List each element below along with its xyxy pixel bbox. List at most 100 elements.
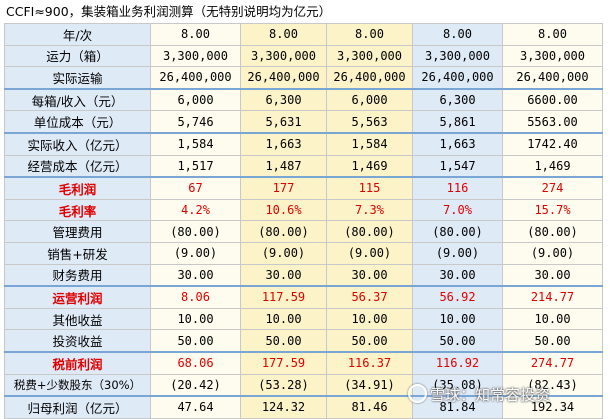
table-cell: 274.77: [502, 350, 603, 375]
table-cell: 30.00: [326, 263, 413, 287]
table-cell: 8.00: [326, 23, 413, 46]
table-cell: 1,663: [412, 131, 503, 156]
table-cell: (9.00): [412, 241, 503, 265]
table-cell: 7.0%: [412, 198, 503, 222]
row-label: 年/次: [4, 23, 151, 46]
table-cell: 3,300,000: [326, 44, 413, 68]
table-row: 投资收益 50.00 50.00 50.00 50.00 50.00: [4, 329, 603, 353]
table-cell: 1,517: [150, 154, 241, 178]
table-cell: 117.59: [240, 285, 327, 309]
table-row: 单位成本（元） 5,746 5,631 5,563 5,861 5563.00: [4, 110, 603, 134]
table-cell: 50.00: [502, 329, 603, 353]
table-row: 销售+研发 (9.00) (9.00) (9.00) (9.00) (9.00): [4, 241, 603, 265]
table-cell: 8.00: [502, 23, 603, 46]
table-cell: 1,584: [326, 131, 413, 156]
table-cell: 81.46: [326, 395, 413, 419]
table-cell: (9.00): [326, 241, 413, 265]
row-label: 实际运输: [4, 66, 151, 90]
snowball-logo-icon: [408, 384, 427, 403]
table-cell: 115: [326, 176, 413, 200]
row-label: 经营成本（亿元）: [4, 154, 151, 178]
table-cell: 6600.00: [502, 87, 603, 112]
table-cell: 10.00: [150, 307, 241, 331]
table-cell: 26,400,000: [502, 66, 603, 90]
table-cell: (80.00): [412, 220, 503, 243]
table-row: 毛利润 67 177 115 116 274: [4, 176, 603, 200]
row-label: 实际收入（亿元）: [4, 131, 151, 156]
table-cell: 1,547: [412, 154, 503, 178]
table-row: 税费+少数股东（30%） (20.42) (53.28) (34.91) (35.08)…: [4, 373, 603, 397]
watermark: 雪球：知常容投资: [408, 384, 550, 405]
table-cell: 15.7%: [502, 198, 603, 222]
row-label: 管理费用: [4, 220, 151, 243]
row-label: 运力（箱）: [4, 44, 151, 68]
table-row: 财务费用 30.00 30.00 30.00 30.00 30.00: [4, 263, 603, 287]
table-cell: 26,400,000: [240, 66, 327, 90]
row-label: 投资收益: [4, 329, 151, 353]
table-cell: 67: [150, 176, 241, 200]
table-cell: 50.00: [412, 329, 503, 353]
row-label: 毛利率: [4, 198, 151, 222]
row-label: 其他收益: [4, 307, 151, 331]
table-row: 管理费用 (80.00) (80.00) (80.00) (80.00) (80.00): [4, 220, 603, 243]
table-cell: (53.28): [240, 373, 327, 397]
table-cell: 30.00: [240, 263, 327, 287]
table-cell: 5563.00: [502, 110, 603, 134]
table-cell: (9.00): [150, 241, 241, 265]
table-cell: 5,631: [240, 110, 327, 134]
table-row: 毛利率 4.2% 10.6% 7.3% 7.0% 15.7%: [4, 198, 603, 222]
table-cell: (80.00): [326, 220, 413, 243]
table-cell: 1,469: [502, 154, 603, 178]
table-cell: 10.00: [240, 307, 327, 331]
table-cell: 5,861: [412, 110, 503, 134]
table-cell: 4.2%: [150, 198, 241, 222]
profit-table: 年/次 8.00 8.00 8.00 8.00 8.00 运力（箱） 3,300,000 3,3…: [4, 23, 603, 419]
table-cell: 50.00: [326, 329, 413, 353]
table-cell: 10.00: [412, 307, 503, 331]
table-cell: 30.00: [150, 263, 241, 287]
table-cell: 1,663: [240, 131, 327, 156]
table-cell: 116: [412, 176, 503, 200]
table-cell: 1,469: [326, 154, 413, 178]
table-cell: (9.00): [240, 241, 327, 265]
table-cell: 7.3%: [326, 198, 413, 222]
table-cell: 8.00: [150, 23, 241, 46]
table-cell: 26,400,000: [412, 66, 503, 90]
table-row: 年/次 8.00 8.00 8.00 8.00 8.00: [4, 23, 603, 46]
row-label: 运营利润: [4, 285, 151, 309]
table-cell: 3,300,000: [150, 44, 241, 68]
table-cell: 10.00: [502, 307, 603, 331]
table-row: 实际运输 26,400,000 26,400,000 26,400,000 26,400…: [4, 66, 603, 90]
table-cell: 68.06: [150, 350, 241, 375]
table-cell: (9.00): [502, 241, 603, 265]
table-cell: 5,563: [326, 110, 413, 134]
row-label: 财务费用: [4, 263, 151, 287]
table-cell: 10.6%: [240, 198, 327, 222]
row-label: 销售+研发: [4, 241, 151, 265]
table-cell: 5,746: [150, 110, 241, 134]
table-cell: 177: [240, 176, 327, 200]
row-label: 单位成本（元）: [4, 110, 151, 134]
table-cell: 6,300: [240, 87, 327, 112]
table-cell: 6,000: [326, 87, 413, 112]
table-cell: 274: [502, 176, 603, 200]
table-cell: (80.00): [150, 220, 241, 243]
table-cell: 6,000: [150, 87, 241, 112]
table-cell: 1,584: [150, 131, 241, 156]
table-row: 运力（箱） 3,300,000 3,300,000 3,300,000 3,300,00…: [4, 44, 603, 68]
table-cell: 1742.40: [502, 131, 603, 156]
row-label: 每箱/收入（元）: [4, 87, 151, 112]
table-row: 其他收益 10.00 10.00 10.00 10.00 10.00: [4, 307, 603, 331]
table-cell: 26,400,000: [326, 66, 413, 90]
row-label: 归母利润（亿元）: [4, 395, 151, 419]
table-cell: 50.00: [150, 329, 241, 353]
table-cell: (80.00): [502, 220, 603, 243]
table-cell: (20.42): [150, 373, 241, 397]
table-cell: 3,300,000: [412, 44, 503, 68]
table-row: 经营成本（亿元） 1,517 1,487 1,469 1,547 1,469: [4, 154, 603, 178]
row-label: 毛利润: [4, 176, 151, 200]
table-cell: (80.00): [240, 220, 327, 243]
table-cell: 116.37: [326, 350, 413, 375]
table-cell: 3,300,000: [502, 44, 603, 68]
table-row: 实际收入（亿元） 1,584 1,663 1,584 1,663 1742.40: [4, 131, 603, 156]
